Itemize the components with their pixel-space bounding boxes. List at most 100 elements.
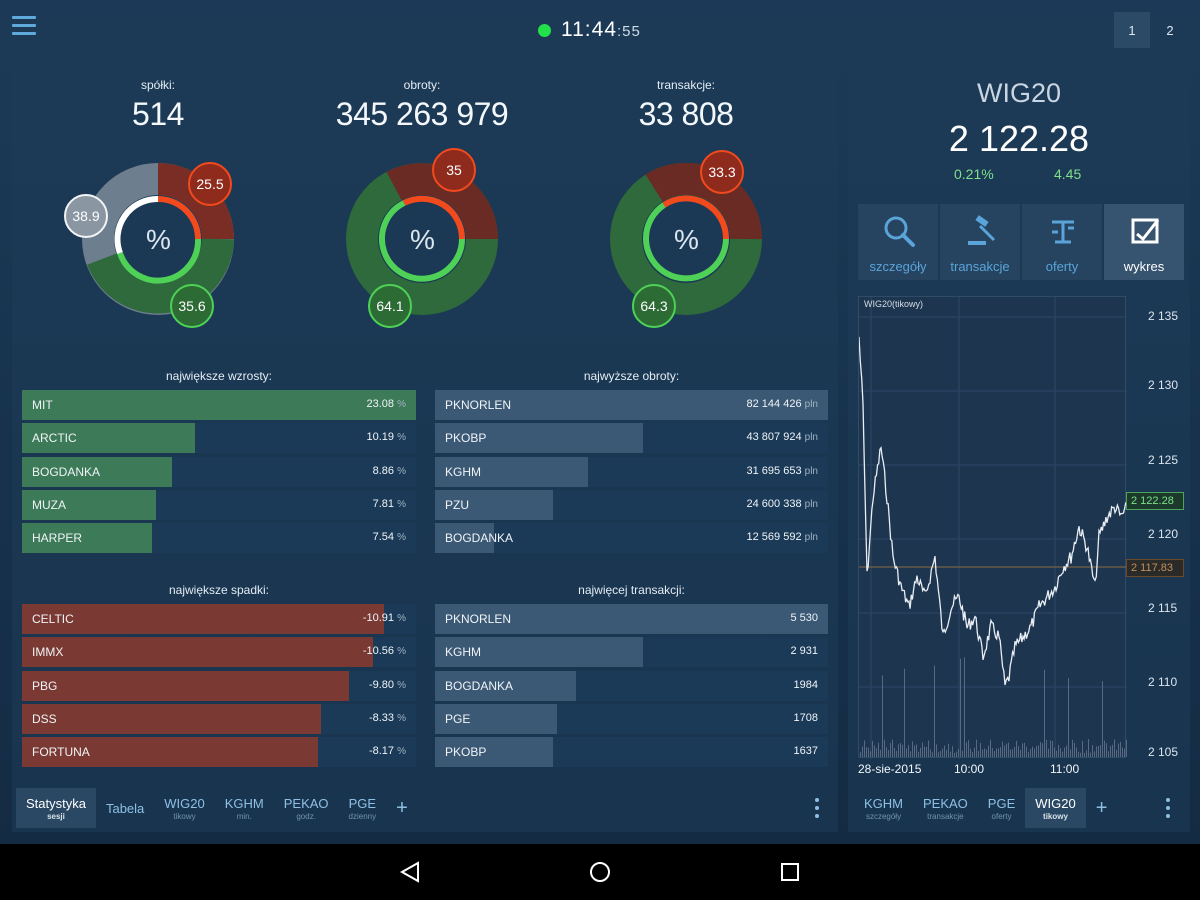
- list-item[interactable]: IMMX -10.56 %: [22, 637, 416, 668]
- offers-button[interactable]: oferty: [1022, 204, 1102, 280]
- item-unit: %: [397, 646, 406, 658]
- tab-pekao-transactions[interactable]: PEKAO transakcje: [913, 788, 978, 828]
- volume-bar: [968, 740, 969, 757]
- volume-bar: [1118, 743, 1119, 757]
- volume-bar: [876, 748, 877, 757]
- volume-bar: [946, 749, 947, 757]
- item-unit: pln: [804, 532, 818, 544]
- volume-bar: [890, 742, 891, 757]
- list-item[interactable]: CELTIC -10.91 %: [22, 604, 416, 634]
- list-item[interactable]: MUZA 7.81 %: [22, 489, 416, 520]
- gainers-title: największe wzrosty:: [165, 369, 273, 383]
- list-item[interactable]: PKOBP 1637: [435, 737, 828, 768]
- list-item[interactable]: BOGDANKA 8.86 %: [22, 456, 416, 487]
- x-tick-label: 10:00: [954, 762, 985, 776]
- tab-pge[interactable]: PGE dzienny: [339, 788, 387, 828]
- hamburger-menu-icon[interactable]: [12, 16, 36, 36]
- value-bar: [435, 670, 577, 701]
- list-item[interactable]: PZU 24 600 338 pln: [435, 489, 828, 520]
- item-unit: pln: [804, 399, 818, 410]
- add-tab-button[interactable]: +: [396, 796, 408, 819]
- volume-bar: [952, 746, 953, 757]
- volume-bar: [874, 745, 875, 757]
- transactions-button[interactable]: transakcje: [940, 204, 1020, 280]
- add-tab-button[interactable]: +: [1095, 796, 1108, 819]
- volume-bar: [1050, 740, 1051, 757]
- volume-bar: [870, 751, 871, 757]
- list-item[interactable]: ARCTIC 10.19 %: [22, 423, 416, 454]
- list-item[interactable]: KGHM 2 931: [435, 637, 828, 668]
- list-item[interactable]: BOGDANKA 12 569 592 pln: [435, 523, 828, 554]
- item-number: 7.54: [372, 531, 395, 544]
- tab-kghm[interactable]: KGHM min.: [215, 788, 274, 828]
- item-name: BOGDANKA: [445, 531, 514, 546]
- volume-bar: [900, 743, 901, 757]
- tab-table[interactable]: Tabela: [96, 788, 154, 828]
- item-value: 2 931: [790, 645, 818, 657]
- page-2-button[interactable]: 2: [1166, 22, 1174, 38]
- list-item[interactable]: MIT 23.08 %: [22, 390, 416, 420]
- tab-wig20[interactable]: WIG20 tikowy: [154, 788, 214, 828]
- tab-wig20-tick[interactable]: WIG20 tikowy: [1025, 788, 1086, 828]
- details-button[interactable]: szczegóły: [858, 204, 938, 280]
- list-item[interactable]: DSS -8.33 %: [22, 703, 416, 734]
- item-number: 1984: [793, 678, 818, 691]
- volume-bar: [1004, 745, 1005, 757]
- volume-bar: [940, 750, 941, 757]
- item-value: 82 144 426 pln: [747, 398, 818, 410]
- list-item[interactable]: PKNORLEN 5 530: [435, 604, 828, 634]
- list-item[interactable]: FORTUNA -8.17 %: [22, 737, 416, 768]
- tab-pekao[interactable]: PEKAO godz.: [274, 788, 339, 828]
- gavel-icon: [968, 215, 996, 245]
- value-bar: [22, 523, 153, 554]
- tab-sublabel: godz.: [296, 811, 316, 821]
- volume-bar: [1114, 739, 1115, 757]
- home-icon[interactable]: [588, 860, 612, 884]
- volume-bar: [936, 744, 937, 757]
- volume-bar: [1026, 746, 1027, 757]
- right-more-options-icon[interactable]: [1164, 798, 1172, 822]
- item-value: -8.17 %: [369, 745, 406, 757]
- list-item[interactable]: PKOBP 43 807 924 pln: [435, 423, 828, 454]
- chart-button[interactable]: wykres: [1104, 204, 1184, 280]
- volume-bar: [1066, 745, 1067, 757]
- volume-bar: [888, 750, 889, 757]
- list-item[interactable]: KGHM 31 695 653 pln: [435, 456, 828, 487]
- back-icon[interactable]: [398, 860, 422, 884]
- list-item[interactable]: BOGDANKA 1984: [435, 670, 828, 701]
- volume-bar: [892, 739, 893, 757]
- volume-bar: [1016, 740, 1017, 757]
- list-item[interactable]: PKNORLEN 82 144 426 pln: [435, 390, 828, 420]
- left-more-options-icon[interactable]: [813, 798, 821, 822]
- item-unit: %: [397, 746, 406, 758]
- list-item[interactable]: PGE 1708: [435, 703, 828, 734]
- volume-bar: [902, 744, 903, 757]
- tab-kghm-details[interactable]: KGHM szczegóły: [854, 788, 913, 828]
- magnifier-icon: [884, 216, 915, 247]
- y-tick-label: 2 110: [1148, 675, 1178, 689]
- value-bar: [435, 390, 828, 420]
- page-1-button[interactable]: 1: [1114, 12, 1150, 48]
- donut-center-label: %: [674, 224, 699, 255]
- list-item[interactable]: PBG -9.80 %: [22, 670, 416, 701]
- item-unit: %: [397, 498, 406, 510]
- tab-session-statistics[interactable]: Statystyka sesji: [16, 788, 96, 828]
- tab-pge-offers[interactable]: PGE oferty: [978, 788, 1025, 828]
- value-bar: [22, 423, 196, 454]
- recents-icon[interactable]: [778, 860, 802, 884]
- volume-bar: [1030, 749, 1031, 757]
- volume-bar: [878, 742, 879, 757]
- chart-title: WIG20(tikowy): [864, 299, 924, 309]
- item-number: 82 144 426: [746, 398, 802, 410]
- item-number: 24 600 338: [746, 497, 802, 510]
- item-name: ARCTIC: [32, 431, 77, 446]
- volume-bar: [930, 749, 931, 757]
- losers-title: największe spadki:: [168, 583, 270, 597]
- volume-bar: [978, 750, 979, 757]
- clock-hours-minutes: 11:44: [561, 18, 617, 41]
- list-item[interactable]: HARPER 7.54 %: [22, 523, 416, 554]
- value-bar: [435, 604, 828, 634]
- tick-chart[interactable]: [858, 296, 1127, 762]
- action-label: szczegóły: [869, 259, 927, 274]
- volume-bar: [1054, 747, 1055, 757]
